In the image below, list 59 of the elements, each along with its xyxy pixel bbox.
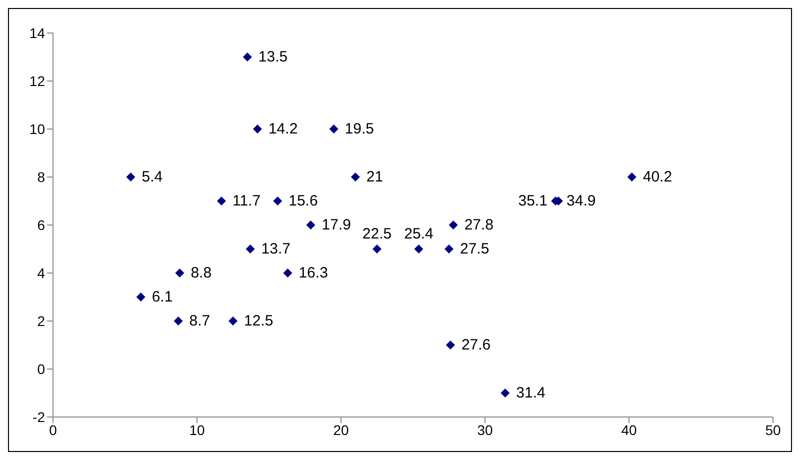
y-tick-label: -2	[32, 408, 46, 425]
x-tick-label: 30	[477, 422, 493, 438]
annotation: 14.2	[268, 120, 298, 138]
annotation: 25.4	[404, 226, 434, 242]
point	[444, 244, 454, 254]
point	[175, 268, 184, 278]
annotation: 27.5	[460, 240, 490, 258]
point	[174, 316, 183, 326]
annotation: 31.4	[516, 384, 546, 402]
annotation: 12.5	[244, 312, 274, 330]
point	[306, 220, 316, 230]
y-tick-label: 12	[29, 72, 46, 89]
point	[242, 52, 252, 62]
point	[448, 220, 458, 230]
point	[216, 196, 226, 206]
point	[252, 124, 262, 134]
annotation: 5.4	[142, 168, 163, 186]
annotation: 8.7	[189, 312, 210, 330]
x-tick-label: 40	[621, 422, 637, 438]
annotation: 17.9	[322, 216, 351, 234]
point	[126, 172, 136, 182]
point	[446, 340, 455, 350]
annotation: 40.2	[642, 168, 672, 186]
annotation: 8.8	[190, 264, 212, 282]
annotation: 11.7	[232, 192, 261, 210]
y-tick-label: 4	[37, 264, 46, 281]
x-tick-label: 20	[333, 422, 349, 438]
y-tick-label: 8	[37, 168, 46, 185]
y-tick-label: 2	[37, 312, 46, 329]
point	[500, 388, 510, 398]
point	[372, 244, 382, 254]
x-tick-label: 10	[189, 422, 205, 438]
point	[627, 172, 636, 182]
point	[350, 172, 360, 182]
point	[246, 244, 255, 254]
point	[329, 124, 338, 134]
annotation: 22.5	[362, 226, 392, 242]
annotation: 34.9	[566, 192, 596, 210]
x-tick-label: 0	[49, 422, 58, 438]
annotation: 13.7	[261, 240, 290, 258]
y-tick-label: 6	[37, 216, 46, 233]
annotation: 13.5	[258, 48, 288, 66]
annotation: 15.6	[288, 192, 318, 210]
annotation: 6.1	[152, 288, 173, 306]
point	[273, 196, 282, 206]
point	[283, 268, 292, 278]
annotation: 21	[366, 168, 384, 186]
y-tick-label: 10	[29, 120, 46, 137]
x-tick-label: 50	[765, 422, 781, 438]
y-tick-label: 0	[37, 360, 46, 377]
annotation: 35.1	[518, 192, 548, 210]
annotation: 27.8	[464, 216, 494, 234]
point	[414, 244, 424, 254]
annotation: 16.3	[298, 264, 328, 282]
annotation: 19.5	[344, 120, 374, 138]
y-tick-label: 14	[29, 24, 46, 41]
annotation: 27.6	[461, 336, 491, 354]
point	[136, 292, 146, 302]
point	[228, 316, 238, 326]
